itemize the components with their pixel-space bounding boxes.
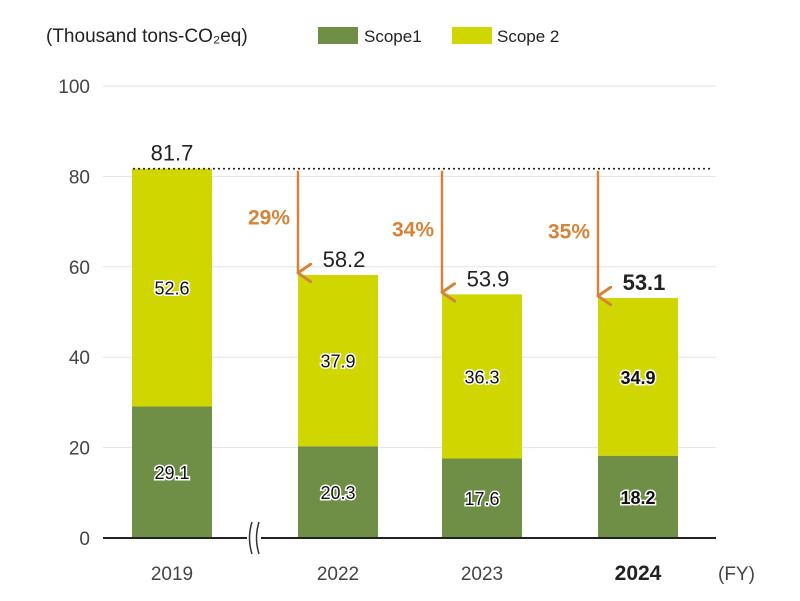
bar-scope1-2024 — [598, 455, 678, 538]
y-tick-label: 40 — [69, 348, 90, 369]
data-label: 34.9 — [620, 368, 655, 388]
reduction-percent: 29% — [248, 207, 290, 230]
data-label: 20.3 — [320, 483, 355, 503]
total-label-2024: 53.1 — [623, 270, 666, 295]
y-tick-label: 0 — [79, 529, 90, 550]
data-label: 29.1 — [154, 463, 189, 483]
bar-scope2-2023 — [442, 294, 522, 459]
total-label-2019: 81.7 — [151, 141, 194, 166]
data-label: 52.6 — [154, 279, 189, 299]
bar-scope2-2022 — [298, 274, 378, 447]
x-tick-label: 2024 — [615, 562, 662, 585]
total-label-2023: 53.9 — [467, 266, 510, 291]
y-tick-label: 100 — [58, 77, 90, 98]
y-axis-ticks: 0 20 40 60 80 100 — [58, 77, 90, 550]
y-tick-label: 60 — [69, 258, 90, 279]
axis-break-mark — [248, 521, 253, 555]
data-label: 36.3 — [464, 367, 499, 387]
data-label: 37.9 — [320, 352, 355, 372]
reduction-percent: 34% — [392, 219, 434, 242]
reduction-percent: 35% — [548, 221, 590, 244]
legend-label-1: Scope1 — [364, 27, 422, 46]
bar-scope2-2019 — [132, 168, 212, 407]
legend-swatch-1 — [318, 27, 358, 44]
x-tick-label: 2023 — [461, 564, 503, 585]
data-label: 17.6 — [464, 489, 499, 509]
total-label-2022: 58.2 — [323, 247, 366, 272]
unit-label: (Thousand tons-CO₂eq) — [46, 26, 248, 47]
x-unit-label: (FY) — [718, 564, 755, 585]
bars: 29.1 52.6 81.7 20.3 37.9 58.2 17.6 36.3 53.9 18.2… — [132, 141, 678, 538]
legend-label-2: Scope 2 — [497, 27, 559, 46]
y-tick-label: 20 — [69, 439, 90, 460]
reduction-arrows: 29% 34% 35% — [248, 170, 598, 296]
bar-scope1-2023 — [442, 458, 522, 538]
data-label: 18.2 — [620, 488, 655, 508]
legend-swatch-2 — [452, 27, 492, 44]
bar-scope2-2024 — [598, 297, 678, 456]
bar-scope1-2022 — [298, 446, 378, 538]
axis-break-mark — [255, 521, 260, 555]
x-tick-label: 2019 — [151, 564, 193, 585]
x-axis: 2019 2022 2023 2024 — [103, 521, 716, 585]
legend: Scope1 Scope 2 — [318, 27, 559, 46]
x-tick-label: 2022 — [317, 564, 359, 585]
y-tick-label: 80 — [69, 167, 90, 188]
bar-scope1-2019 — [132, 406, 212, 538]
